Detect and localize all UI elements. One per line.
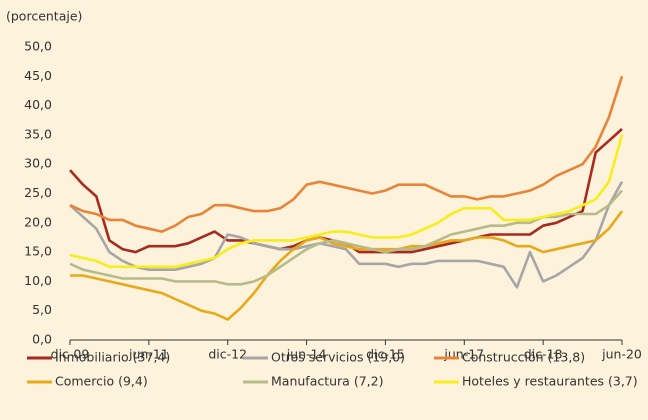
series-line xyxy=(69,128,623,254)
x-tick-label: jun-11 xyxy=(128,347,169,362)
y-tick-label: 20,0 xyxy=(24,214,52,229)
series-line xyxy=(69,75,624,233)
legend-label: Inmobiliario (37,4) xyxy=(55,350,170,365)
legend-label: Otros servicios (19,0) xyxy=(271,350,405,365)
series-line xyxy=(69,181,624,289)
y-tick-label: 35,0 xyxy=(24,126,52,141)
series-line xyxy=(70,210,624,321)
series-line xyxy=(69,134,624,269)
x-tick-label: dic-15 xyxy=(366,347,405,362)
x-tick-label: jun-20 xyxy=(601,347,642,362)
y-tick-label: 0,0 xyxy=(32,332,52,347)
x-tick-label: jun-14 xyxy=(286,347,327,362)
legend-label: Hoteles y restaurantes (3,7) xyxy=(462,374,638,389)
legend-label: Construcción (13,8) xyxy=(462,350,585,365)
y-tick-label: 15,0 xyxy=(24,244,52,259)
y-tick-label: 50,0 xyxy=(24,39,52,54)
x-tick-label: dic-12 xyxy=(208,347,247,362)
y-axis-label: (porcentaje) xyxy=(6,9,82,24)
y-tick-label: 30,0 xyxy=(24,156,52,171)
y-tick-label: 5,0 xyxy=(32,302,52,317)
y-tick-label: 45,0 xyxy=(24,68,52,83)
legend-label: Manufactura (7,2) xyxy=(271,374,383,389)
y-tick-label: 25,0 xyxy=(24,185,52,200)
y-tick-label: 10,0 xyxy=(24,273,52,288)
x-tick-label: dic-09 xyxy=(51,347,90,362)
series-line xyxy=(69,189,623,286)
legend-label: Comercio (9,4) xyxy=(55,374,148,389)
x-tick-label: dic-18 xyxy=(524,347,563,362)
y-tick-label: 40,0 xyxy=(24,97,52,112)
